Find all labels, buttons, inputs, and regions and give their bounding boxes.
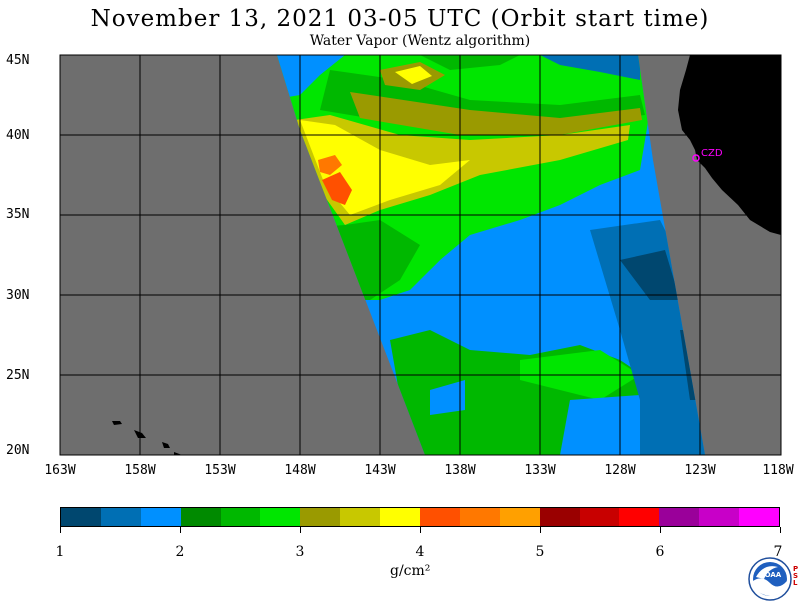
- lat-label-40n: 40N: [6, 128, 30, 143]
- lon-label-123w: 123W: [684, 463, 716, 478]
- hawaii-islands: [112, 421, 182, 455]
- color-bar-segment: [459, 508, 500, 526]
- color-bar-tick-label: 6: [655, 544, 665, 560]
- color-bar-segment: [699, 508, 740, 526]
- lon-label-163w: 163W: [44, 463, 76, 478]
- color-bar-tick: [420, 527, 421, 533]
- color-bar-tick: [540, 527, 541, 533]
- svg-text:NOAA: NOAA: [759, 571, 782, 579]
- color-bar-tick-label: 4: [415, 544, 425, 560]
- lon-label-128w: 128W: [604, 463, 636, 478]
- lat-label-45n: 45N: [6, 53, 30, 68]
- page-subtitle: Water Vapor (Wentz algorithm): [309, 33, 531, 49]
- color-bar-segment: [140, 508, 181, 526]
- color-bar-segment: [420, 508, 460, 526]
- lat-label-30n: 30N: [6, 288, 30, 303]
- color-bar-unit: g/cm²: [390, 563, 431, 579]
- color-bar-segment: [260, 508, 301, 526]
- color-bar-segment: [619, 508, 660, 526]
- lon-label-118w: 118W: [762, 463, 794, 478]
- color-bar-tick: [180, 527, 181, 533]
- color-bar-segment: [579, 508, 620, 526]
- lon-label-148w: 148W: [284, 463, 316, 478]
- color-bar-tick-label: 3: [295, 544, 305, 560]
- water-vapor-map: CZD: [59, 54, 782, 456]
- lat-label-25n: 25N: [6, 368, 30, 383]
- lon-label-138w: 138W: [444, 463, 476, 478]
- color-bar-tick: [660, 527, 661, 533]
- lon-label-143w: 143W: [364, 463, 396, 478]
- color-bar-tick-label: 2: [175, 544, 185, 560]
- color-bar-segment: [300, 508, 341, 526]
- color-bar-segment: [539, 508, 580, 526]
- color-bar-segment: [340, 508, 381, 526]
- color-bar-segment: [739, 508, 780, 526]
- lon-label-153w: 153W: [204, 463, 236, 478]
- color-bar-tick-label: 7: [773, 544, 783, 560]
- map-grid: [60, 55, 781, 455]
- color-bar-segment: [659, 508, 700, 526]
- color-bar-tick-label: 1: [55, 544, 65, 560]
- station-label: CZD: [701, 148, 723, 159]
- color-bar-segment: [180, 508, 221, 526]
- noaa-logo: NOAA: [748, 557, 792, 601]
- page-title: November 13, 2021 03-05 UTC (Orbit start…: [90, 6, 710, 32]
- lat-label-35n: 35N: [6, 207, 30, 222]
- station-marker: [692, 154, 700, 162]
- color-bar-segment: [61, 508, 101, 526]
- color-bar-segment: [220, 508, 261, 526]
- color-bar: [60, 507, 780, 527]
- color-bar-segment: [380, 508, 421, 526]
- color-bar-tick: [60, 527, 61, 533]
- map-frame: [59, 54, 782, 456]
- color-bar-tick: [780, 527, 781, 533]
- color-bar-tick-label: 5: [535, 544, 545, 560]
- land-coastline: [678, 55, 781, 235]
- color-bar-tick: [300, 527, 301, 533]
- lon-label-158w: 158W: [124, 463, 156, 478]
- color-bar-segment: [499, 508, 540, 526]
- color-bar-segment: [100, 508, 141, 526]
- lat-label-20n: 20N: [6, 443, 30, 458]
- lon-label-133w: 133W: [524, 463, 556, 478]
